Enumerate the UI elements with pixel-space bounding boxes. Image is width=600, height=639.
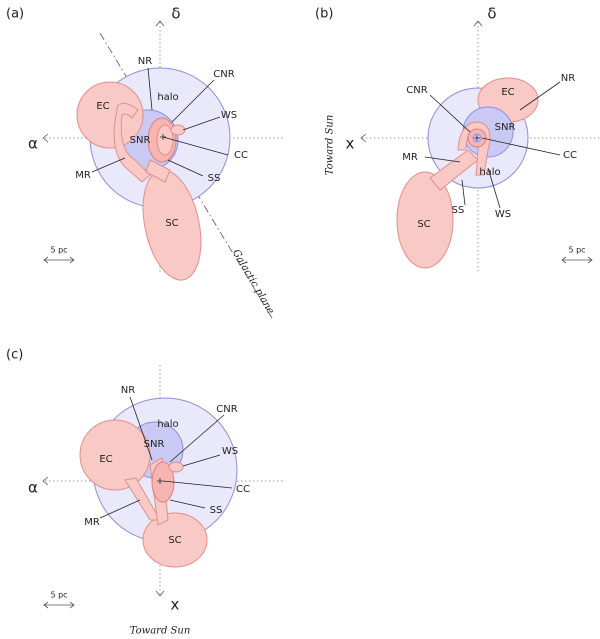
region-label: EC: [99, 454, 112, 465]
panel-c: [42, 365, 285, 609]
arrow: [561, 256, 593, 264]
region-label: MR: [75, 170, 91, 181]
sun-label: Toward Sun: [325, 115, 336, 176]
region-label: halo: [157, 92, 178, 103]
region-shape: [113, 102, 151, 183]
region-label: CNR: [216, 404, 237, 415]
axis-label: x: [171, 596, 180, 614]
region-label: NR: [121, 385, 135, 396]
panel-b: [360, 20, 600, 272]
region-shape: [76, 81, 144, 149]
region-label: CNR: [406, 85, 427, 96]
sun-label: Toward Sun: [130, 626, 191, 637]
panel-label: (b): [315, 7, 333, 22]
region-label: CC: [236, 484, 250, 495]
region-label: halo: [157, 419, 178, 430]
region-label: EC: [501, 87, 514, 98]
axis-label: δ: [487, 5, 496, 23]
arrow: [42, 20, 165, 143]
region-label: WS: [222, 446, 238, 457]
region-label: NR: [561, 73, 575, 84]
scale-label: 5 pc: [50, 591, 67, 600]
arrow: [43, 601, 75, 609]
region-shape: [168, 461, 184, 473]
scale-label: 5 pc: [50, 246, 67, 255]
arrow: [43, 256, 75, 264]
region-label: SC: [165, 218, 178, 229]
region-shape: [79, 419, 151, 491]
region-label: SS: [208, 173, 221, 184]
region-label: CC: [563, 150, 577, 161]
region-shape: [170, 124, 186, 136]
axis-label: α: [28, 479, 38, 497]
region-label: SC: [417, 219, 430, 230]
region-shape: [142, 512, 208, 568]
region-label: SNR: [130, 135, 151, 146]
region-shape: [396, 171, 454, 269]
scale-label: 5 pc: [568, 246, 585, 255]
axis-label: x: [346, 135, 355, 153]
leader-line: [99, 396, 233, 519]
leader-line: [91, 67, 229, 177]
arrow: [42, 476, 165, 597]
axis-label: α: [28, 135, 38, 153]
plane-label: Galactic plane: [230, 248, 276, 316]
region-label: SC: [168, 535, 181, 546]
region-label: WS: [495, 209, 511, 220]
axis-label: δ: [171, 5, 180, 23]
panel-a: [42, 20, 285, 319]
region-label: SNR: [495, 122, 516, 133]
panel-label: (a): [6, 7, 24, 22]
region-label: SS: [452, 205, 465, 216]
region-label: EC: [96, 101, 109, 112]
region-shape: [145, 159, 171, 183]
region-label: SS: [210, 505, 223, 516]
region-label: CC: [234, 150, 248, 161]
leader-line: [424, 81, 561, 209]
region-label: MR: [84, 517, 100, 528]
region-label: halo: [479, 167, 500, 178]
region-label: CNR: [213, 69, 234, 80]
region-label: WS: [221, 110, 237, 121]
region-label: MR: [402, 152, 418, 163]
region-label: NR: [138, 56, 152, 67]
region-label: SNR: [144, 439, 165, 450]
panel-label: (c): [6, 348, 23, 363]
arrow: [360, 20, 483, 143]
